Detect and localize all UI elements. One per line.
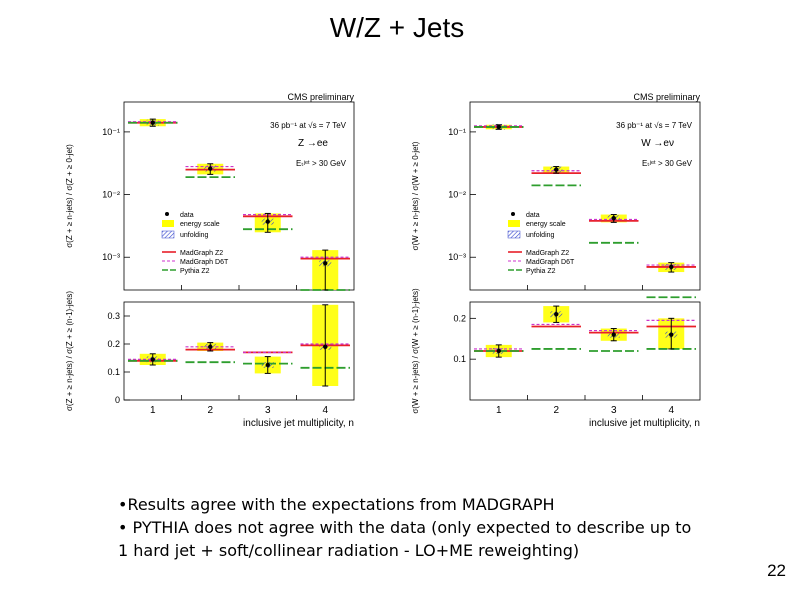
x-tick-label: 1 <box>150 405 156 416</box>
legend-label: MadGraph Z2 <box>526 250 569 257</box>
x-tick-label: 2 <box>553 405 559 416</box>
cms-preliminary-label: CMS preliminary <box>287 92 354 102</box>
y-tick-label: 0.2 <box>107 339 120 349</box>
legend-label: unfolding <box>180 232 209 239</box>
legend-label: MadGraph D6T <box>526 259 575 266</box>
data-point <box>208 166 213 171</box>
w-jets-figure: CMS preliminary 10⁻¹ 10⁻² 10⁻³ σ(W + ≥ n-jet… <box>408 90 708 440</box>
bullet-3: 1 hard jet + soft/collinear radiation - … <box>118 541 580 560</box>
y-tick-label: 10⁻² <box>448 190 466 200</box>
jet-cut-label: Eₜʲᵉᵗ > 30 GeV <box>296 159 347 168</box>
data-point <box>323 261 328 266</box>
data-point <box>669 264 674 270</box>
legend-label: Pythia Z2 <box>526 268 556 275</box>
y-tick-label: 10⁻¹ <box>102 127 120 137</box>
y-tick-label: 10⁻³ <box>448 252 466 262</box>
y-tick-label: 10⁻² <box>102 190 120 200</box>
y-tick-label: 0.1 <box>107 367 120 377</box>
legend-label: MadGraph D6T <box>180 259 229 266</box>
x-axis-title: inclusive jet multiplicity, n <box>243 418 354 429</box>
y-tick-label: 0.1 <box>453 354 466 364</box>
legend-label: data <box>526 212 540 219</box>
ratio-to-previous-jet-panel-y-axis-title: σ(Z + ≥ n-jets) / σ(Z + ≥ (n-1)-jets) <box>65 291 74 411</box>
data-point <box>669 332 674 337</box>
process-label: W →eν <box>641 138 674 149</box>
y-tick-label: 0.3 <box>107 311 120 321</box>
data-point <box>611 332 616 337</box>
luminosity-label: 36 pb⁻¹ at √s = 7 TeV <box>270 121 347 130</box>
data-point <box>150 120 155 125</box>
x-axis-title: inclusive jet multiplicity, n <box>589 418 700 429</box>
legend-label: data <box>180 212 194 219</box>
x-tick-label: 3 <box>611 405 617 416</box>
w-jets-chart: CMS preliminary 10⁻¹ 10⁻² 10⁻³ σ(W + ≥ n-jet… <box>411 92 701 429</box>
ratio-to-zero-jet-panel-y-axis-title: σ(Z + ≥ n-jets) / σ(Z + ≥ 0-jet) <box>65 144 74 248</box>
y-tick-label: 0 <box>115 395 120 405</box>
data-point <box>265 362 270 368</box>
slide-title: W/Z + Jets <box>329 12 465 43</box>
data-point <box>611 215 616 221</box>
z-jets-chart: CMS preliminary 10⁻¹ 10⁻² 10⁻³ σ(Z + ≥ n-jet… <box>65 92 354 429</box>
legend-unfolding-swatch <box>507 230 521 239</box>
legend-label: Pythia Z2 <box>180 268 210 275</box>
legend-data-marker <box>165 212 169 216</box>
data-point <box>554 167 559 172</box>
luminosity-label: 36 pb⁻¹ at √s = 7 TeV <box>616 121 693 130</box>
data-point <box>208 344 213 349</box>
page-number: 22 <box>767 561 786 580</box>
y-tick-label: 10⁻¹ <box>448 127 466 137</box>
data-point <box>554 312 559 317</box>
data-point <box>323 344 328 349</box>
ratio-to-zero-jet-panel-frame <box>469 101 701 291</box>
data-point <box>265 219 270 224</box>
x-tick-label: 2 <box>207 405 213 416</box>
legend-label: unfolding <box>526 232 555 239</box>
bullet-list: •Results agree with the expectations fro… <box>118 493 692 562</box>
y-tick-label: 10⁻³ <box>102 252 120 262</box>
legend-data-marker <box>511 212 515 216</box>
data-point <box>496 124 501 130</box>
x-tick-label: 1 <box>496 405 502 416</box>
x-tick-label: 4 <box>322 405 328 416</box>
x-tick-label: 4 <box>668 405 674 416</box>
legend-unfolding-swatch <box>161 230 175 239</box>
process-label: Z →ee <box>298 138 328 149</box>
data-point <box>150 357 155 362</box>
legend-energy-scale-swatch <box>508 220 520 227</box>
cms-preliminary-label: CMS preliminary <box>633 92 700 102</box>
data-point <box>496 348 501 354</box>
legend-label: energy scale <box>180 221 220 228</box>
bullet-2: • PYTHIA does not agree with the data (o… <box>118 518 692 537</box>
y-tick-label: 0.2 <box>453 313 466 323</box>
jet-cut-label: Eₜʲᵉᵗ > 30 GeV <box>642 159 693 168</box>
ratio-to-zero-jet-panel-y-axis-title: σ(W + ≥ n-jets) / σ(W + ≥ 0-jet) <box>411 141 420 250</box>
legend-energy-scale-swatch <box>162 220 174 227</box>
legend-label: MadGraph Z2 <box>180 250 223 257</box>
legend-label: energy scale <box>526 221 566 228</box>
ratio-to-previous-jet-panel-y-axis-title: σ(W + ≥ n-jets) / σ(W + ≥ (n-1)-jets) <box>411 288 420 414</box>
bullet-1: •Results agree with the expectations fro… <box>118 495 555 514</box>
z-jets-figure: CMS preliminary 10⁻¹ 10⁻² 10⁻³ σ(Z + ≥ n-jet… <box>62 90 362 440</box>
x-tick-label: 3 <box>265 405 271 416</box>
